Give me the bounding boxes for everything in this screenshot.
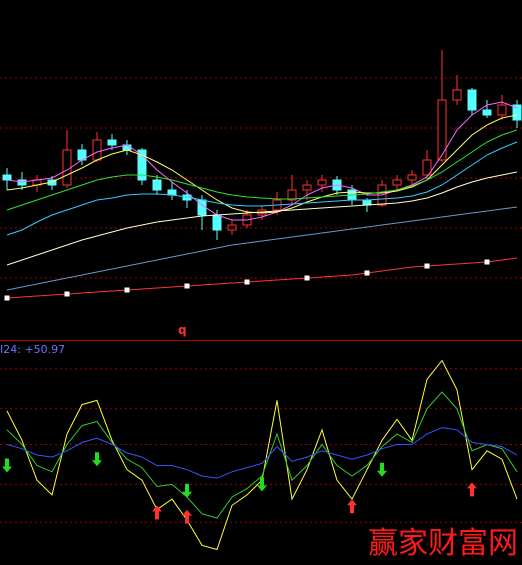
buy-arrow xyxy=(347,499,357,514)
candle-body xyxy=(302,184,312,191)
candle-body xyxy=(287,189,297,201)
sell-arrow xyxy=(2,458,12,473)
candle-body xyxy=(452,89,462,101)
candle-body xyxy=(407,174,417,181)
candle-body xyxy=(317,179,327,186)
sell-arrow xyxy=(182,483,192,498)
line-marker xyxy=(184,283,190,289)
candle-body xyxy=(392,179,402,186)
candle-body xyxy=(437,99,447,161)
line-series xyxy=(6,129,518,211)
indicator-label: I24: +50.97 xyxy=(0,343,65,356)
buy-arrow xyxy=(182,509,192,524)
candle-body xyxy=(107,139,117,146)
line-marker xyxy=(484,259,490,265)
candle-body xyxy=(62,149,72,186)
candle-body xyxy=(467,89,477,111)
line-marker xyxy=(124,287,130,293)
line-series xyxy=(6,427,518,479)
line-series xyxy=(6,171,518,266)
buy-arrow xyxy=(152,505,162,520)
buy-arrow xyxy=(467,482,477,497)
candle-body xyxy=(212,214,222,231)
sell-arrow xyxy=(92,452,102,467)
line-marker xyxy=(364,270,370,276)
candle-body xyxy=(92,139,102,161)
annotation: q xyxy=(178,323,187,337)
candle-body xyxy=(137,149,147,181)
candle-body xyxy=(362,199,372,206)
sell-arrow xyxy=(257,477,267,492)
line-series xyxy=(6,101,518,221)
candle-body xyxy=(227,224,237,231)
line-marker xyxy=(244,279,250,285)
line-series xyxy=(6,206,518,291)
line-marker xyxy=(4,295,10,301)
sell-arrow xyxy=(377,462,387,477)
line-series xyxy=(6,391,518,519)
candle-body xyxy=(482,109,492,116)
candle-body xyxy=(152,179,162,191)
line-marker xyxy=(64,291,70,297)
candle-body xyxy=(512,104,522,121)
line-series xyxy=(6,141,518,236)
line-marker xyxy=(304,275,310,281)
watermark: 赢家财富网 xyxy=(368,526,518,561)
line-marker xyxy=(424,263,430,269)
line-series xyxy=(6,114,518,214)
line-series xyxy=(6,257,518,299)
candle-body xyxy=(422,159,432,176)
candle-body xyxy=(497,104,507,116)
candle-body xyxy=(167,189,177,196)
candle-body xyxy=(2,174,12,181)
